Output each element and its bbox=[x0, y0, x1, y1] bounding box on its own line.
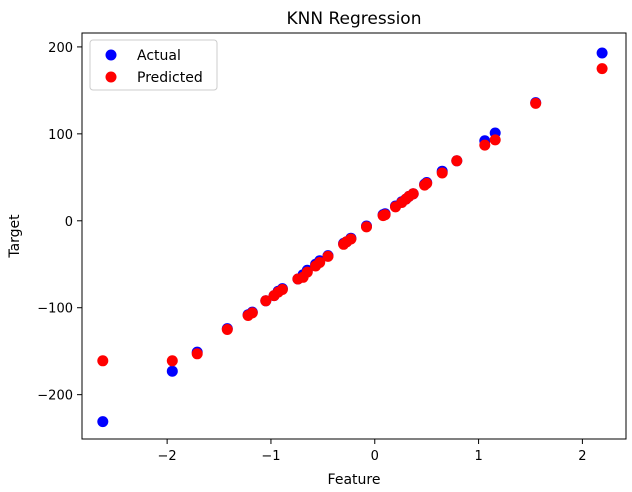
data-point-predicted bbox=[97, 355, 109, 367]
data-point-predicted bbox=[407, 188, 419, 200]
legend-marker-actual bbox=[105, 49, 117, 61]
data-point-predicted bbox=[322, 250, 334, 262]
y-tick-label: −200 bbox=[37, 389, 73, 404]
legend-marker-predicted bbox=[105, 71, 117, 83]
y-axis: −200 −100 0 100 200 bbox=[37, 41, 82, 404]
y-tick-label: 0 bbox=[65, 215, 73, 230]
x-tick-label: 1 bbox=[474, 449, 482, 464]
data-point-predicted bbox=[596, 63, 608, 75]
data-point-predicted bbox=[314, 257, 326, 268]
y-tick-label: 200 bbox=[48, 41, 73, 56]
y-tick-label: 100 bbox=[48, 128, 73, 143]
data-point-predicted bbox=[276, 284, 288, 295]
data-point-predicted bbox=[530, 97, 542, 109]
data-point-actual bbox=[596, 47, 608, 59]
plot-frame bbox=[81, 32, 627, 440]
x-tick-label: 2 bbox=[578, 449, 586, 464]
data-point-predicted bbox=[421, 177, 433, 189]
data-point-predicted bbox=[489, 134, 501, 146]
x-tick-label: 0 bbox=[371, 449, 379, 464]
data-point-predicted bbox=[166, 355, 178, 367]
data-point-predicted bbox=[451, 155, 463, 167]
data-point-predicted bbox=[345, 233, 357, 245]
data-point-predicted bbox=[260, 295, 272, 307]
legend-box bbox=[89, 39, 218, 91]
chart-title: KNN Regression bbox=[287, 9, 422, 29]
data-point-predicted bbox=[301, 266, 313, 278]
data-point-actual bbox=[97, 416, 109, 428]
x-tick-label: −2 bbox=[158, 449, 177, 464]
y-tick-label: −100 bbox=[37, 302, 73, 317]
data-point-predicted bbox=[361, 221, 372, 233]
legend-label-predicted: Predicted bbox=[137, 70, 203, 86]
data-point-predicted bbox=[479, 139, 491, 151]
data-point-predicted bbox=[436, 167, 448, 179]
x-tick-label: −1 bbox=[261, 449, 280, 464]
legend: Actual Predicted bbox=[89, 39, 218, 91]
legend-label-actual: Actual bbox=[137, 48, 181, 64]
data-point-predicted bbox=[246, 307, 258, 319]
data-point-predicted bbox=[221, 324, 233, 335]
y-axis-label: Target bbox=[7, 214, 23, 259]
data-point-predicted bbox=[191, 348, 203, 360]
series-predicted bbox=[97, 63, 608, 367]
data-point-actual bbox=[166, 365, 178, 377]
points-layer bbox=[97, 47, 608, 428]
x-axis-label: Feature bbox=[328, 472, 381, 488]
data-point-predicted bbox=[379, 209, 391, 221]
x-axis: −2 −1 0 1 2 bbox=[158, 439, 587, 464]
